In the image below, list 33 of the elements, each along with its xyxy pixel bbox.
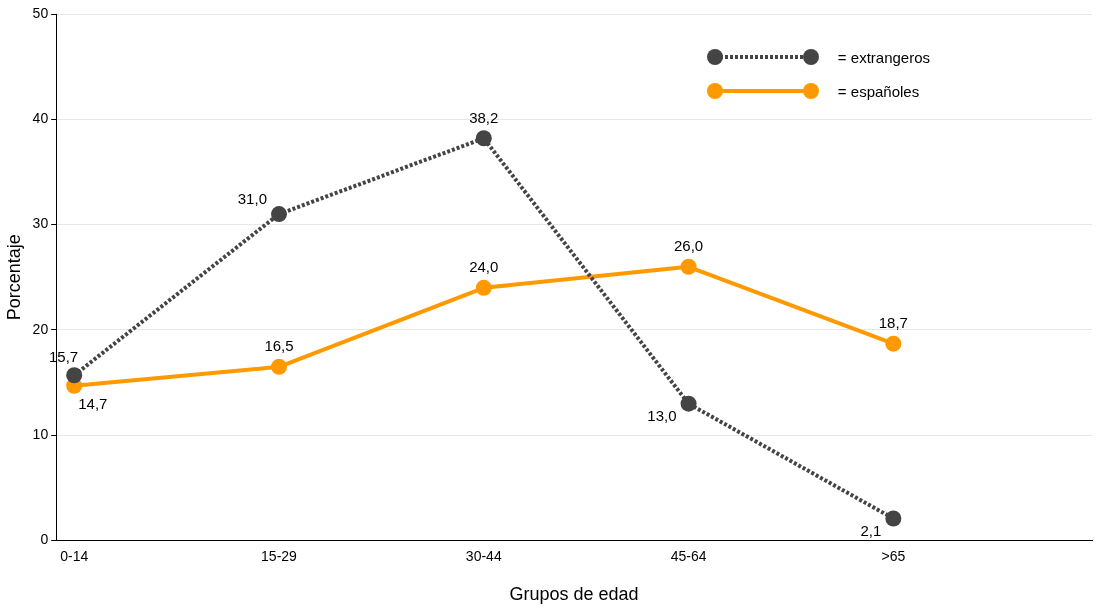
data-label: 24,0: [469, 258, 499, 276]
y-tick-label: 40: [32, 110, 49, 127]
y-tick-label: 10: [32, 426, 49, 443]
data-label: 26,0: [673, 237, 704, 255]
data-label: 14,7: [78, 395, 108, 413]
y-axis-title: Porcentaje: [3, 234, 24, 321]
point: [680, 258, 697, 275]
data-label: 31,0: [237, 190, 267, 208]
point: [885, 510, 902, 527]
legend-label: = españoles: [837, 82, 920, 100]
point: [885, 335, 902, 352]
x-tick-label: >65: [881, 547, 906, 564]
x-tick-label: 45-64: [670, 547, 707, 564]
data-label: 38,2: [469, 108, 499, 126]
x-tick-label: 15-29: [261, 547, 298, 564]
x-tick-label: 30-44: [465, 547, 502, 564]
point: [270, 358, 287, 375]
point: [680, 395, 697, 412]
point: [270, 206, 287, 223]
data-label: 16,5: [264, 337, 294, 355]
y-tick-label: 50: [32, 4, 49, 21]
y-tick-label: 0: [40, 531, 49, 548]
y-tick-label: 20: [32, 320, 49, 337]
y-tick-label: 30: [32, 215, 49, 232]
x-tick-label: 0-14: [60, 547, 89, 564]
x-axis-title: Grupos de edad: [509, 584, 639, 605]
data-label: 2,1: [860, 522, 882, 540]
point: [475, 130, 492, 147]
legend-label: = extrangeros: [837, 48, 930, 66]
point: [475, 279, 492, 296]
data-label: 13,0: [647, 407, 677, 425]
point: [66, 367, 83, 384]
data-label: 18,7: [878, 314, 908, 332]
